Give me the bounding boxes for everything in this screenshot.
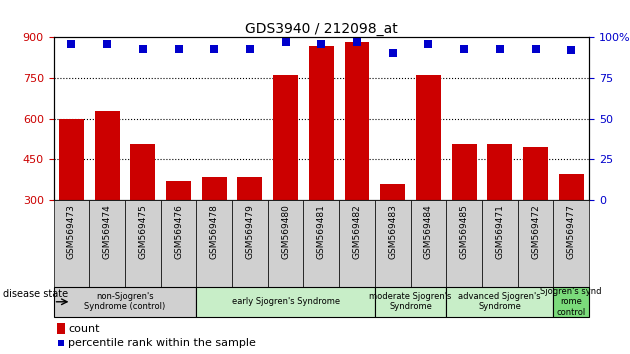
Text: Sjogren's synd
rome
control: Sjogren's synd rome control: [541, 287, 602, 317]
Bar: [125, 200, 161, 287]
Bar: [166, 181, 191, 200]
Bar: [452, 144, 477, 200]
Bar: [446, 200, 482, 287]
Text: GSM569481: GSM569481: [317, 204, 326, 259]
Text: GSM569479: GSM569479: [246, 204, 255, 259]
Text: GSM569473: GSM569473: [67, 204, 76, 259]
Point: [173, 46, 183, 51]
Point: [530, 46, 541, 51]
Point: [245, 46, 255, 51]
Point: [316, 41, 326, 46]
Point: [102, 41, 112, 46]
Bar: [89, 200, 125, 287]
Bar: [161, 200, 197, 287]
Bar: [232, 200, 268, 287]
Bar: [553, 200, 589, 287]
Bar: [375, 200, 411, 287]
Bar: [54, 287, 197, 317]
Text: GSM569484: GSM569484: [424, 204, 433, 259]
Text: early Sjogren's Syndrome: early Sjogren's Syndrome: [232, 297, 340, 306]
Bar: [381, 184, 405, 200]
Text: non-Sjogren's
Syndrome (control): non-Sjogren's Syndrome (control): [84, 292, 166, 312]
Text: percentile rank within the sample: percentile rank within the sample: [68, 338, 256, 348]
Bar: [345, 42, 370, 200]
Bar: [197, 200, 232, 287]
Bar: [518, 200, 553, 287]
Bar: [57, 324, 65, 334]
Bar: [130, 144, 156, 200]
Text: disease state: disease state: [3, 289, 68, 299]
Title: GDS3940 / 212098_at: GDS3940 / 212098_at: [245, 22, 398, 36]
Point: [423, 41, 433, 46]
Point: [459, 46, 469, 51]
Bar: [375, 287, 446, 317]
Text: GSM569478: GSM569478: [210, 204, 219, 259]
Bar: [559, 174, 584, 200]
Bar: [54, 200, 89, 287]
Point: [209, 46, 219, 51]
Point: [66, 41, 76, 46]
Bar: [482, 200, 518, 287]
Text: GSM569475: GSM569475: [139, 204, 147, 259]
Bar: [304, 200, 339, 287]
Point: [387, 51, 398, 56]
Text: GSM569476: GSM569476: [174, 204, 183, 259]
Text: GSM569485: GSM569485: [460, 204, 469, 259]
Point: [280, 39, 290, 45]
Text: count: count: [68, 324, 100, 334]
Point: [566, 47, 576, 53]
Text: advanced Sjogren's
Syndrome: advanced Sjogren's Syndrome: [459, 292, 541, 312]
Text: GSM569474: GSM569474: [103, 204, 112, 259]
Bar: [238, 177, 263, 200]
Text: moderate Sjogren's
Syndrome: moderate Sjogren's Syndrome: [369, 292, 452, 312]
Point: [495, 46, 505, 51]
Point: [352, 39, 362, 45]
Text: GSM569471: GSM569471: [495, 204, 504, 259]
Bar: [553, 287, 589, 317]
Text: GSM569477: GSM569477: [567, 204, 576, 259]
Bar: [94, 111, 120, 200]
Bar: [202, 177, 227, 200]
Bar: [273, 75, 298, 200]
Bar: [523, 147, 548, 200]
Text: GSM569483: GSM569483: [388, 204, 397, 259]
Point: [138, 46, 148, 51]
Bar: [309, 46, 334, 200]
Point: [55, 340, 66, 346]
Bar: [416, 75, 441, 200]
Bar: [488, 144, 512, 200]
Bar: [446, 287, 553, 317]
Bar: [411, 200, 446, 287]
Text: GSM569482: GSM569482: [353, 204, 362, 259]
Bar: [268, 200, 304, 287]
Bar: [339, 200, 375, 287]
Bar: [197, 287, 375, 317]
Text: GSM569472: GSM569472: [531, 204, 540, 259]
Bar: [59, 119, 84, 200]
Text: GSM569480: GSM569480: [281, 204, 290, 259]
